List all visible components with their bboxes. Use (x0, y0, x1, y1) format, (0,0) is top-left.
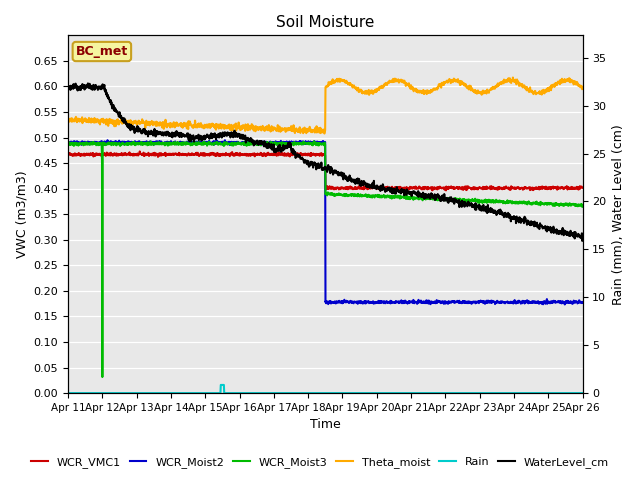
Text: BC_met: BC_met (76, 45, 128, 58)
X-axis label: Time: Time (310, 419, 340, 432)
Title: Soil Moisture: Soil Moisture (276, 15, 374, 30)
Y-axis label: Rain (mm), Water Level (cm): Rain (mm), Water Level (cm) (612, 124, 625, 305)
Legend: WCR_VMC1, WCR_Moist2, WCR_Moist3, Theta_moist, Rain, WaterLevel_cm: WCR_VMC1, WCR_Moist2, WCR_Moist3, Theta_… (27, 452, 613, 472)
Y-axis label: VWC (m3/m3): VWC (m3/m3) (15, 170, 28, 258)
